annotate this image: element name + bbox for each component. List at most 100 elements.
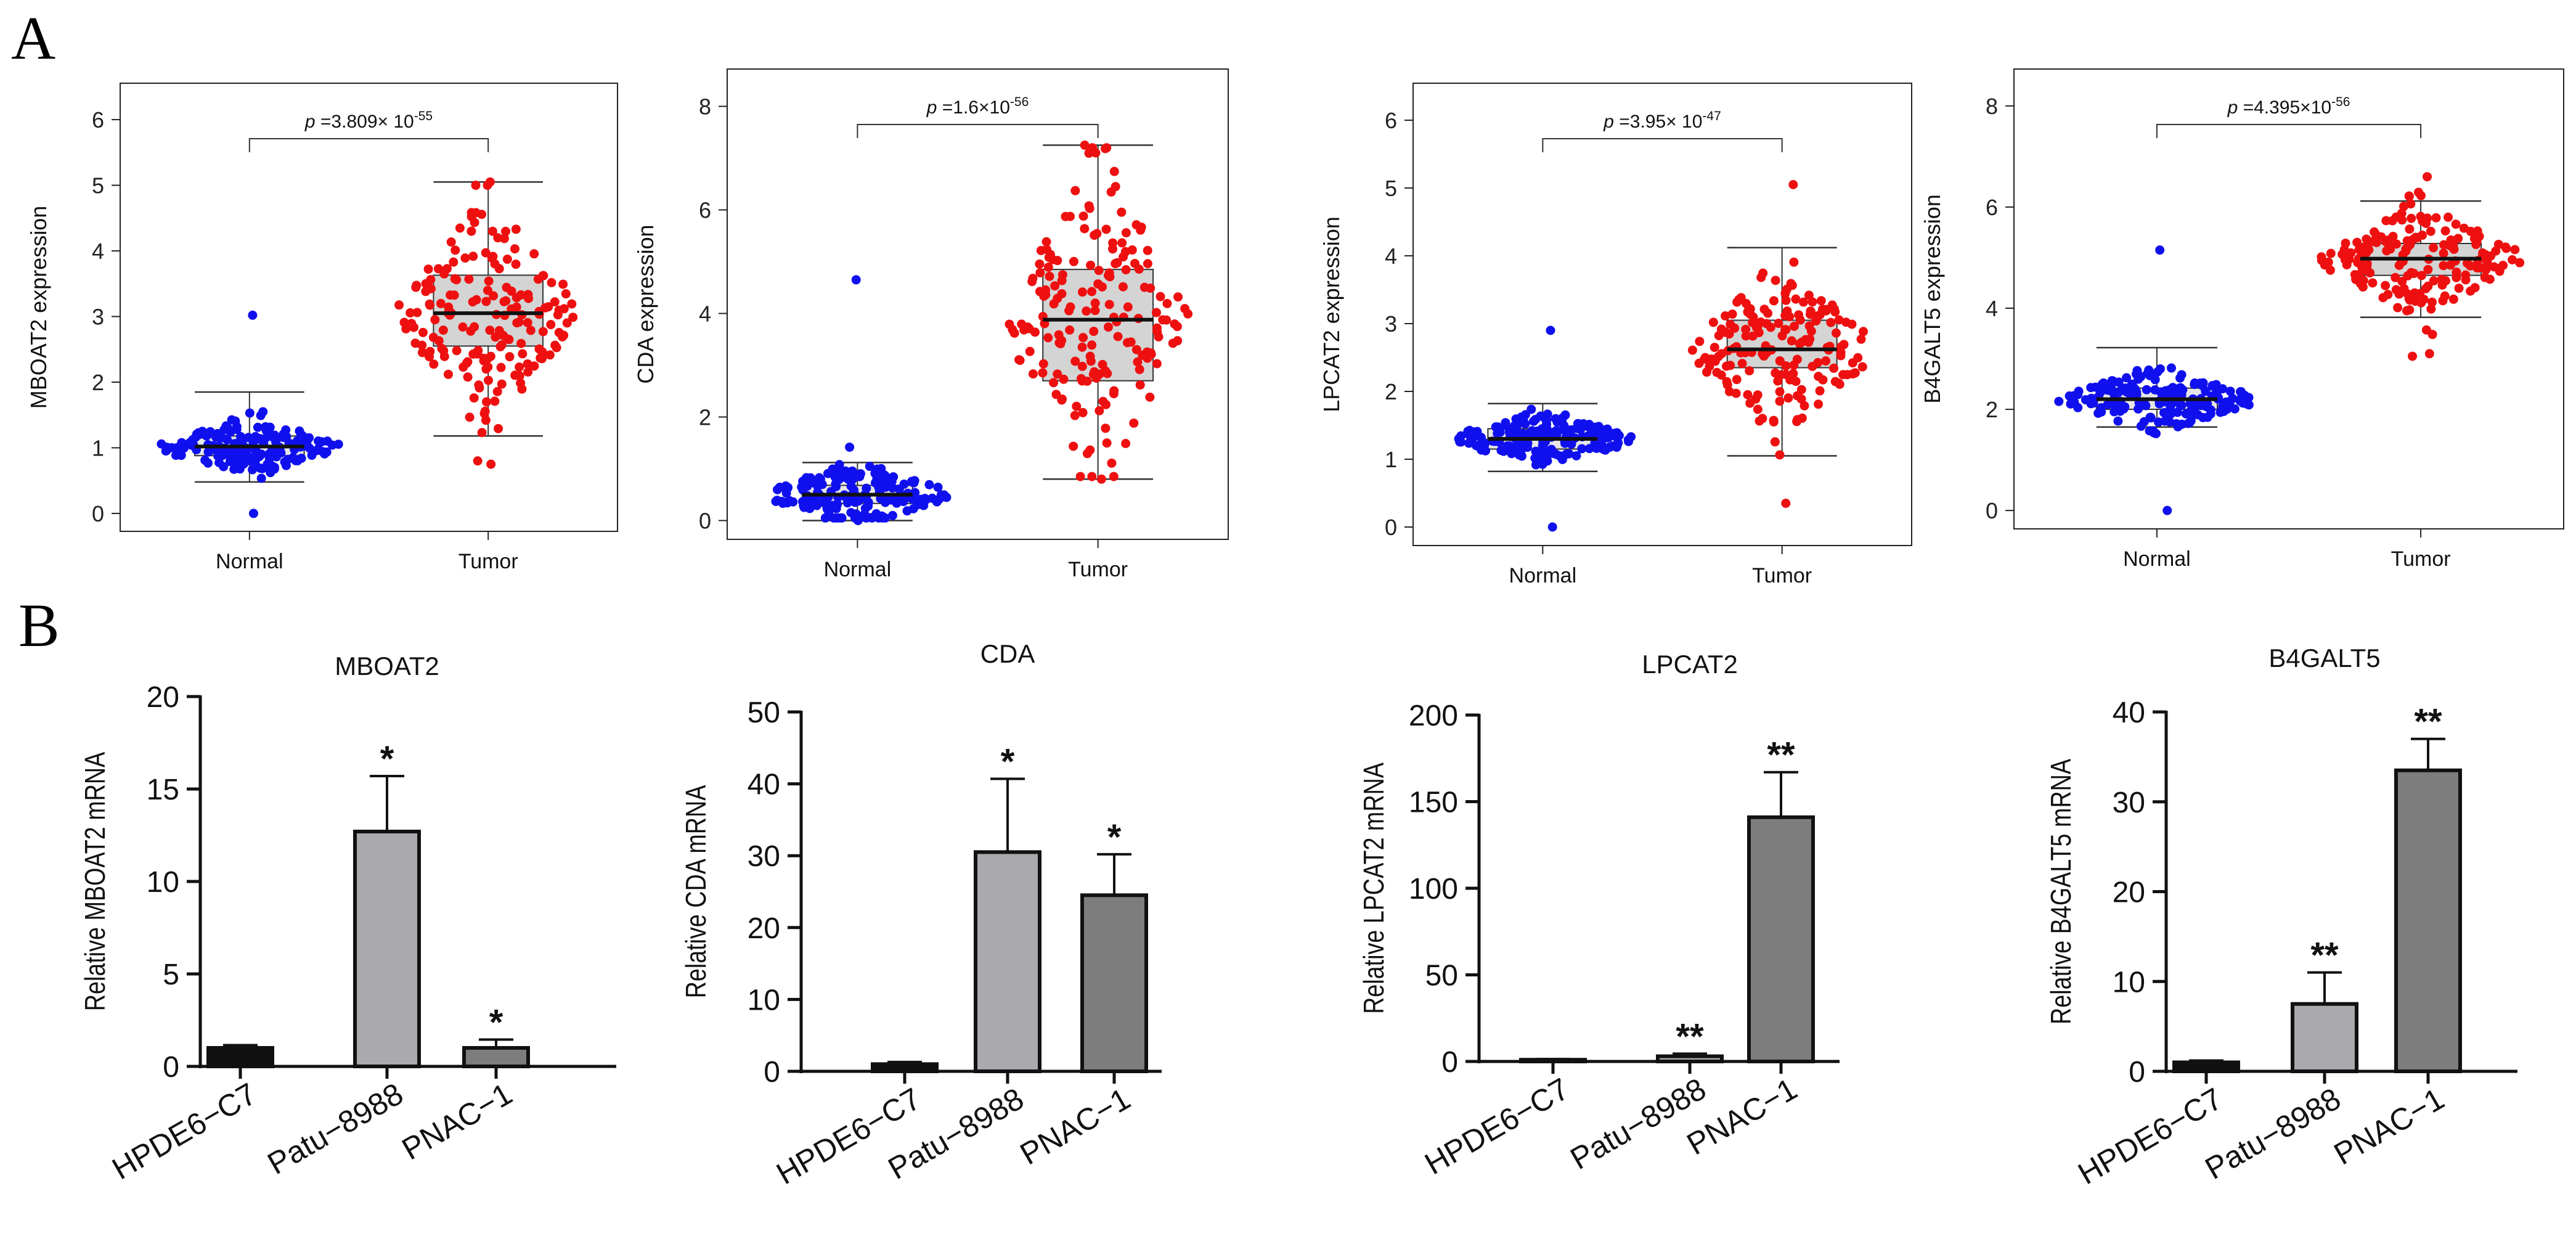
data-point-tumor bbox=[1098, 282, 1107, 292]
data-point-tumor bbox=[1077, 361, 1087, 371]
y-axis-label: LPCAT2 expression bbox=[1319, 216, 1344, 412]
data-point-tumor bbox=[1839, 340, 1849, 350]
y-tick-label: 15 bbox=[147, 774, 179, 806]
data-point-tumor bbox=[1743, 390, 1753, 399]
bar-3 bbox=[1080, 893, 1148, 1073]
data-point-tumor bbox=[1143, 259, 1152, 269]
data-point-normal bbox=[1562, 425, 1571, 435]
data-point-tumor bbox=[412, 280, 422, 290]
data-point-tumor bbox=[1727, 309, 1737, 319]
data-point-tumor bbox=[1687, 345, 1697, 355]
data-point-normal bbox=[2190, 378, 2199, 388]
data-point-tumor bbox=[2452, 272, 2461, 282]
data-point-normal bbox=[2153, 417, 2163, 427]
data-point-tumor bbox=[1708, 317, 1718, 327]
data-point-normal bbox=[2156, 387, 2166, 397]
data-point-tumor bbox=[1789, 321, 1799, 331]
y-tick-label: 3 bbox=[1385, 311, 1397, 337]
data-point-tumor bbox=[502, 255, 512, 264]
data-point-tumor bbox=[1842, 370, 1852, 380]
data-point-tumor bbox=[1135, 364, 1144, 374]
data-point-tumor bbox=[1737, 359, 1747, 369]
data-point-tumor bbox=[1769, 296, 1779, 306]
data-point-tumor bbox=[558, 279, 568, 289]
data-point-normal bbox=[2146, 370, 2156, 380]
data-point-normal bbox=[1578, 419, 1588, 428]
data-point-tumor bbox=[1119, 252, 1128, 262]
data-point-tumor bbox=[1041, 237, 1051, 247]
data-point-normal bbox=[2178, 385, 2188, 395]
data-point-tumor bbox=[1811, 316, 1821, 326]
data-point-tumor bbox=[1088, 369, 1098, 379]
data-point-tumor bbox=[2408, 351, 2418, 361]
data-point-normal bbox=[836, 467, 846, 476]
data-point-tumor bbox=[562, 318, 572, 328]
chart-b4: B4GALT5 0 10 20 30 40 Relative B4GALT5 mRNA HPD… bbox=[2045, 644, 2517, 1191]
data-point-tumor bbox=[1763, 308, 1773, 318]
data-point-normal bbox=[1610, 428, 1620, 438]
data-point-tumor bbox=[1741, 298, 1751, 308]
data-point-normal bbox=[1608, 441, 1618, 451]
data-point-normal bbox=[2097, 403, 2106, 412]
data-point-normal bbox=[1549, 427, 1559, 437]
data-point-tumor bbox=[1769, 417, 1779, 427]
data-point-tumor bbox=[1771, 276, 1780, 285]
data-point-tumor bbox=[523, 317, 532, 327]
data-point-tumor bbox=[1172, 322, 1182, 332]
x-tick-label: Normal bbox=[824, 558, 892, 581]
plot-frame bbox=[120, 83, 618, 532]
y-tick-label: 6 bbox=[92, 107, 104, 133]
data-point-tumor bbox=[2424, 349, 2434, 359]
data-point-normal bbox=[808, 478, 818, 488]
data-point-tumor bbox=[539, 271, 548, 280]
data-point-tumor bbox=[512, 318, 522, 328]
data-point-tumor bbox=[466, 326, 476, 336]
data-point-tumor bbox=[554, 328, 564, 338]
data-point-tumor bbox=[1168, 338, 1178, 348]
data-point-tumor bbox=[494, 325, 504, 335]
data-point-tumor bbox=[2444, 212, 2453, 222]
bar-1 bbox=[1519, 1058, 1587, 1063]
data-point-normal bbox=[887, 510, 897, 520]
data-point-tumor bbox=[406, 308, 415, 318]
data-point-normal bbox=[2218, 384, 2228, 394]
data-point-normal bbox=[1560, 438, 1570, 448]
data-point-tumor bbox=[1815, 386, 1825, 396]
data-point-tumor bbox=[2472, 263, 2482, 272]
data-point-tumor bbox=[1126, 337, 1136, 347]
data-point-tumor bbox=[1848, 358, 1857, 368]
data-point-tumor bbox=[1788, 180, 1798, 189]
data-point-normal bbox=[854, 496, 863, 506]
data-point-tumor bbox=[1121, 228, 1131, 238]
data-point-tumor bbox=[1103, 271, 1113, 280]
data-point-tumor bbox=[483, 181, 492, 190]
data-point-normal bbox=[2131, 369, 2141, 379]
data-point-normal bbox=[267, 446, 277, 456]
data-point-normal bbox=[1599, 432, 1608, 442]
data-point-tumor bbox=[1112, 258, 1122, 268]
data-point-normal bbox=[256, 473, 266, 483]
data-point-normal bbox=[877, 467, 887, 477]
data-point-tumor bbox=[1856, 334, 1866, 344]
y-tick-label: 4 bbox=[1986, 296, 1998, 321]
data-point-normal bbox=[933, 482, 943, 492]
data-point-tumor bbox=[2368, 278, 2378, 288]
data-point-tumor bbox=[1117, 238, 1127, 248]
data-point-normal bbox=[2228, 393, 2238, 403]
data-point-tumor bbox=[2383, 290, 2393, 300]
data-point-normal bbox=[2230, 404, 2240, 414]
data-point-normal bbox=[2113, 416, 2123, 426]
data-point-tumor bbox=[559, 304, 569, 314]
data-point-normal bbox=[892, 498, 902, 508]
data-point-normal bbox=[882, 476, 892, 486]
x-tick-label: Patu−8988 bbox=[1565, 1071, 1712, 1176]
significance-marker: * bbox=[1107, 817, 1122, 857]
p-value-text: =4.395×10 bbox=[2238, 97, 2331, 118]
data-point-tumor bbox=[2429, 243, 2439, 253]
data-point-tumor bbox=[1123, 302, 1133, 312]
data-point-tumor bbox=[502, 282, 512, 292]
data-point-tumor bbox=[481, 296, 491, 306]
data-point-tumor bbox=[449, 257, 459, 267]
data-point-normal bbox=[855, 469, 865, 479]
plot-frame bbox=[727, 68, 1229, 540]
